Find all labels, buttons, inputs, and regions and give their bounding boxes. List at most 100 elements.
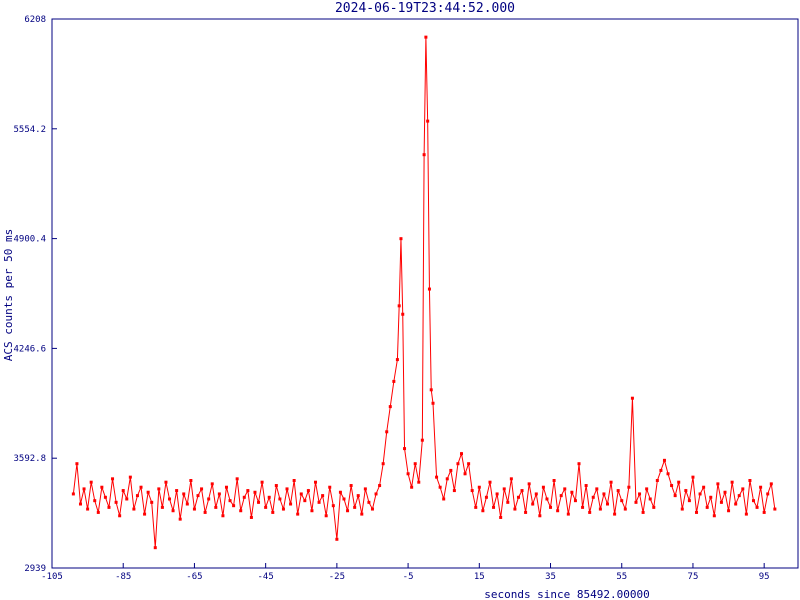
data-point <box>662 458 666 462</box>
data-point <box>370 507 374 511</box>
x-tick-label: -85 <box>115 572 131 582</box>
x-tick-label: -105 <box>41 572 63 582</box>
data-point <box>581 505 585 509</box>
data-point <box>659 468 663 472</box>
data-point <box>527 482 531 486</box>
data-point <box>534 492 538 496</box>
data-point <box>146 490 150 494</box>
data-point <box>449 468 453 472</box>
data-point <box>93 499 97 503</box>
data-point <box>86 507 90 511</box>
data-point <box>477 485 481 489</box>
data-point <box>342 497 346 501</box>
data-point <box>723 490 727 494</box>
data-point <box>769 482 773 486</box>
data-point <box>709 495 713 499</box>
data-point <box>224 485 228 489</box>
data-point <box>242 495 246 499</box>
data-point <box>456 462 460 466</box>
data-point <box>687 499 691 503</box>
data-point <box>727 509 731 513</box>
data-point <box>502 487 506 491</box>
data-point <box>410 485 414 489</box>
y-tick-label: 6208 <box>24 15 46 25</box>
data-point <box>196 494 200 498</box>
data-point <box>638 492 642 496</box>
data-point <box>132 507 136 511</box>
data-point <box>274 484 278 488</box>
data-point <box>773 507 777 511</box>
data-point <box>431 401 435 405</box>
data-point <box>598 507 602 511</box>
data-point <box>246 489 250 493</box>
data-point <box>520 489 524 493</box>
data-point <box>442 497 446 501</box>
data-point <box>203 510 207 514</box>
data-point <box>253 490 257 494</box>
data-point <box>420 438 424 442</box>
data-point <box>630 396 634 400</box>
data-point <box>103 495 107 499</box>
data-point <box>435 475 439 479</box>
data-point <box>178 517 182 521</box>
data-point <box>271 510 275 514</box>
data-point <box>474 505 478 509</box>
data-point <box>670 484 674 488</box>
data-point <box>360 512 364 516</box>
data-point <box>556 509 560 513</box>
data-point <box>470 489 474 493</box>
data-point <box>524 510 528 514</box>
data-point <box>584 484 588 488</box>
data-point <box>392 379 396 383</box>
data-point <box>385 430 389 434</box>
data-point <box>737 494 741 498</box>
data-point <box>427 287 431 291</box>
data-point <box>445 477 449 481</box>
data-point <box>499 515 503 519</box>
data-point <box>378 484 382 488</box>
data-point <box>424 35 428 39</box>
data-point <box>303 499 307 503</box>
data-point <box>417 480 421 484</box>
data-point <box>666 472 670 476</box>
data-point <box>135 494 139 498</box>
x-tick-label: 95 <box>759 572 770 582</box>
data-point <box>128 475 132 479</box>
data-point <box>139 485 143 489</box>
data-point <box>335 537 339 541</box>
data-point <box>356 494 360 498</box>
data-point <box>766 492 770 496</box>
data-point <box>734 502 738 506</box>
data-point <box>75 462 79 466</box>
data-point <box>399 237 403 241</box>
data-point <box>403 447 407 451</box>
data-point <box>164 480 168 484</box>
data-point <box>114 500 118 504</box>
data-point <box>397 304 401 308</box>
data-point <box>175 489 179 493</box>
data-point <box>292 479 296 483</box>
data-point <box>712 514 716 518</box>
data-point <box>677 480 681 484</box>
data-point <box>185 502 189 506</box>
data-point <box>467 462 471 466</box>
data-point <box>221 514 225 518</box>
data-point <box>748 479 752 483</box>
data-point <box>189 479 193 483</box>
data-point <box>641 510 645 514</box>
data-point <box>652 505 656 509</box>
data-point <box>401 312 405 316</box>
data-point <box>310 509 314 513</box>
x-tick-label: -65 <box>186 572 202 582</box>
data-point <box>317 500 321 504</box>
data-point <box>702 485 706 489</box>
data-point <box>374 492 378 496</box>
x-tick-label: -25 <box>329 572 345 582</box>
data-point <box>331 504 335 508</box>
data-point <box>171 509 175 513</box>
y-tick-label: 5554.2 <box>13 125 46 135</box>
data-point <box>751 499 755 503</box>
data-point <box>324 514 328 518</box>
data-point <box>143 512 147 516</box>
data-point <box>118 514 122 518</box>
